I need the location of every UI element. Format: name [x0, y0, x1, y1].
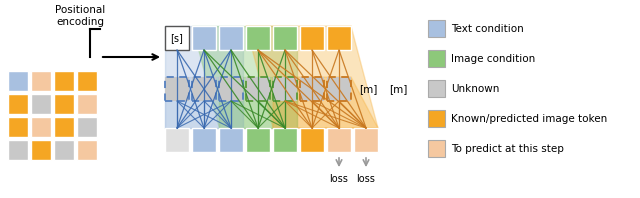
Polygon shape: [192, 26, 297, 128]
FancyBboxPatch shape: [300, 77, 324, 101]
FancyBboxPatch shape: [327, 77, 351, 101]
Polygon shape: [246, 26, 378, 128]
FancyBboxPatch shape: [8, 140, 28, 160]
FancyBboxPatch shape: [246, 77, 270, 101]
FancyBboxPatch shape: [165, 128, 189, 152]
FancyBboxPatch shape: [8, 94, 28, 114]
Text: Unknown: Unknown: [451, 84, 499, 93]
Text: loss: loss: [330, 174, 348, 184]
Text: Known/predicted image token: Known/predicted image token: [451, 113, 607, 124]
Text: Text condition: Text condition: [451, 24, 524, 33]
FancyBboxPatch shape: [246, 26, 270, 50]
FancyBboxPatch shape: [8, 117, 28, 137]
FancyBboxPatch shape: [428, 50, 445, 67]
FancyBboxPatch shape: [428, 20, 445, 37]
FancyBboxPatch shape: [77, 71, 97, 91]
Text: [s]: [s]: [171, 33, 184, 43]
Polygon shape: [165, 77, 243, 128]
FancyBboxPatch shape: [273, 77, 297, 101]
FancyBboxPatch shape: [77, 94, 97, 114]
FancyBboxPatch shape: [300, 128, 324, 152]
FancyBboxPatch shape: [31, 117, 51, 137]
Polygon shape: [219, 77, 297, 128]
FancyBboxPatch shape: [219, 77, 243, 101]
FancyBboxPatch shape: [165, 77, 189, 101]
FancyBboxPatch shape: [273, 26, 297, 50]
Text: To predict at this step: To predict at this step: [451, 144, 564, 153]
FancyBboxPatch shape: [54, 117, 74, 137]
FancyBboxPatch shape: [192, 128, 216, 152]
FancyBboxPatch shape: [327, 128, 351, 152]
Text: loss: loss: [356, 174, 376, 184]
FancyBboxPatch shape: [219, 128, 243, 152]
FancyBboxPatch shape: [31, 94, 51, 114]
FancyBboxPatch shape: [300, 26, 324, 50]
FancyBboxPatch shape: [54, 140, 74, 160]
FancyBboxPatch shape: [54, 94, 74, 114]
FancyBboxPatch shape: [31, 71, 51, 91]
Polygon shape: [273, 77, 378, 128]
FancyBboxPatch shape: [327, 26, 351, 50]
FancyBboxPatch shape: [246, 128, 270, 152]
FancyBboxPatch shape: [192, 26, 216, 50]
FancyBboxPatch shape: [428, 140, 445, 157]
FancyBboxPatch shape: [192, 77, 216, 101]
FancyBboxPatch shape: [77, 117, 97, 137]
FancyBboxPatch shape: [165, 26, 189, 50]
FancyBboxPatch shape: [273, 128, 297, 152]
Text: Image condition: Image condition: [451, 53, 535, 64]
FancyBboxPatch shape: [54, 71, 74, 91]
FancyBboxPatch shape: [428, 110, 445, 127]
FancyBboxPatch shape: [77, 140, 97, 160]
Text: [m]: [m]: [389, 84, 408, 94]
Polygon shape: [165, 26, 243, 128]
FancyBboxPatch shape: [219, 26, 243, 50]
FancyBboxPatch shape: [428, 80, 445, 97]
FancyBboxPatch shape: [31, 140, 51, 160]
FancyBboxPatch shape: [8, 71, 28, 91]
Text: Positional
encoding: Positional encoding: [55, 5, 105, 27]
FancyBboxPatch shape: [354, 128, 378, 152]
Text: [m]: [m]: [359, 84, 378, 94]
